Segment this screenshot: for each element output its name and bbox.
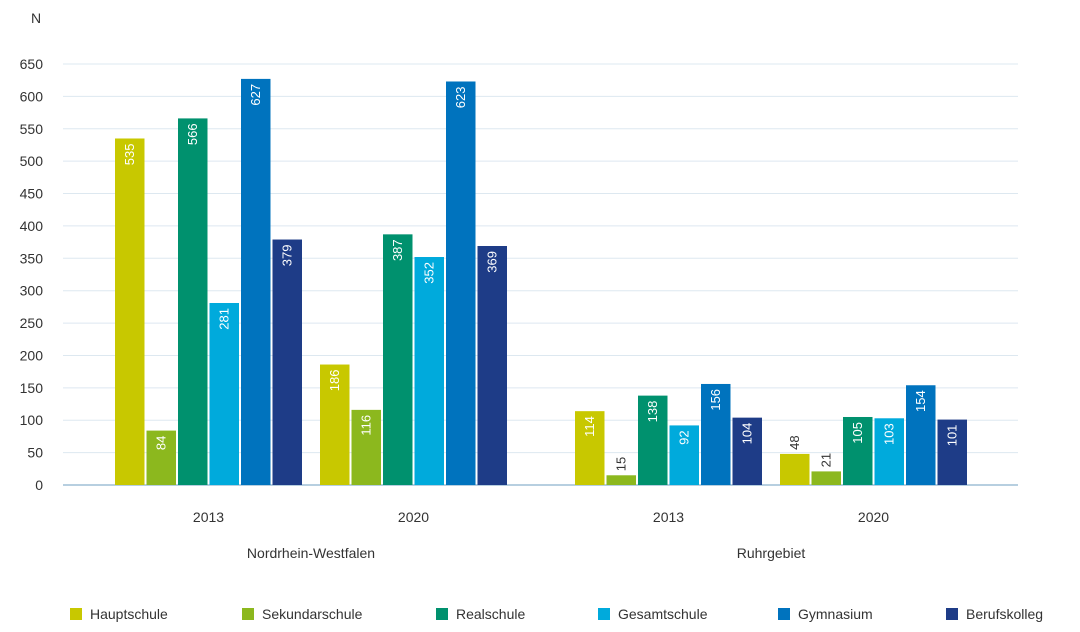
legend-swatch	[70, 608, 82, 620]
bar-gesamtschule	[414, 257, 444, 485]
y-tick-label: 550	[20, 121, 44, 137]
legend-label: Hauptschule	[90, 606, 168, 622]
legend-label: Sekundarschule	[262, 606, 363, 622]
bar-value-label: 105	[850, 422, 865, 444]
bar-value-label: 369	[485, 251, 500, 273]
bar-sekundarschule	[146, 430, 176, 485]
bar-value-label: 281	[217, 308, 232, 330]
bar-gymnasium	[241, 78, 271, 486]
bar-value-label: 566	[185, 123, 200, 145]
bar-hauptschule	[115, 138, 145, 485]
bar-realschule	[638, 395, 668, 485]
bar-berufskolleg	[732, 417, 762, 485]
bar-value-label: 84	[154, 436, 169, 450]
bar-value-label: 15	[614, 457, 629, 471]
bar-sekundarschule	[606, 475, 636, 485]
y-tick-label: 50	[27, 445, 43, 461]
bar-sekundarschule	[811, 471, 841, 485]
bar-realschule	[178, 118, 208, 485]
bar-gesamtschule	[874, 418, 904, 485]
bar-hauptschule	[780, 453, 810, 485]
bar-value-label: 379	[280, 245, 295, 267]
bar-sekundarschule	[351, 409, 381, 485]
x-region-label: Ruhrgebiet	[737, 545, 806, 561]
y-tick-label: 0	[35, 477, 43, 493]
x-region-label: Nordrhein-Westfalen	[247, 545, 375, 561]
bar-gymnasium	[446, 81, 476, 485]
legend-label: Gesamtschule	[618, 606, 708, 622]
y-tick-label: 350	[20, 250, 44, 266]
legend-swatch	[946, 608, 958, 620]
bar-value-label: 92	[677, 430, 692, 444]
legend-swatch	[436, 608, 448, 620]
bar-value-label: 101	[945, 425, 960, 447]
bar-value-label: 156	[708, 389, 723, 411]
legend-label: Realschule	[456, 606, 525, 622]
bar-value-label: 48	[787, 435, 802, 449]
y-tick-label: 200	[20, 347, 44, 363]
legend-swatch	[598, 608, 610, 620]
bar-berufskolleg	[272, 239, 302, 485]
bar-hauptschule	[575, 411, 605, 485]
x-group-label: 2020	[858, 509, 889, 525]
x-group-label: 2020	[398, 509, 429, 525]
legend-label: Berufskolleg	[966, 606, 1043, 622]
legend-swatch	[242, 608, 254, 620]
y-tick-label: 600	[20, 88, 44, 104]
bar-value-label: 154	[913, 390, 928, 412]
legend: Hauptschule Sekundarschule Realschule Gesam…	[70, 606, 1043, 622]
y-axis-label: N	[31, 10, 41, 26]
bar-value-label: 104	[740, 423, 755, 445]
y-axis: N 0 50 100 150 200 250 300 350 400 450 500 550 600 65…	[20, 10, 1018, 493]
y-tick-label: 400	[20, 218, 44, 234]
bars	[115, 78, 967, 486]
bar-value-label: 623	[453, 86, 468, 108]
legend-label: Gymnasium	[798, 606, 873, 622]
bar-gymnasium	[906, 385, 936, 485]
y-tick-label: 450	[20, 186, 44, 202]
bar-value-label: 627	[248, 84, 263, 106]
bar-hauptschule	[320, 364, 350, 485]
x-group-label: 2013	[653, 509, 684, 525]
bar-value-label: 103	[882, 423, 897, 445]
bar-value-label: 21	[819, 453, 834, 467]
bar-berufskolleg	[937, 419, 967, 485]
bar-value-label: 138	[645, 401, 660, 423]
bar-gesamtschule	[209, 302, 239, 485]
y-tick-label: 250	[20, 315, 44, 331]
y-tick-label: 300	[20, 283, 44, 299]
bar-gesamtschule	[669, 425, 699, 485]
y-tick-label: 500	[20, 153, 44, 169]
legend-swatch	[778, 608, 790, 620]
bar-berufskolleg	[477, 246, 507, 485]
bar-value-label: 116	[359, 415, 374, 436]
bar-value-label: 535	[122, 143, 137, 165]
y-tick-label: 650	[20, 56, 44, 72]
bar-value-label: 352	[422, 262, 437, 284]
y-tick-label: 150	[20, 380, 44, 396]
bar-realschule	[383, 234, 413, 485]
bar-gymnasium	[701, 383, 731, 485]
bar-realschule	[843, 416, 873, 485]
bar-value-label: 387	[390, 239, 405, 261]
x-group-label: 2013	[193, 509, 224, 525]
y-tick-label: 100	[20, 412, 44, 428]
category-labels: 535 84 566 281 627 379 2013 186 116 387 352 623 369 2…	[122, 84, 960, 561]
bar-value-label: 186	[327, 370, 342, 392]
bar-value-label: 114	[582, 416, 597, 437]
